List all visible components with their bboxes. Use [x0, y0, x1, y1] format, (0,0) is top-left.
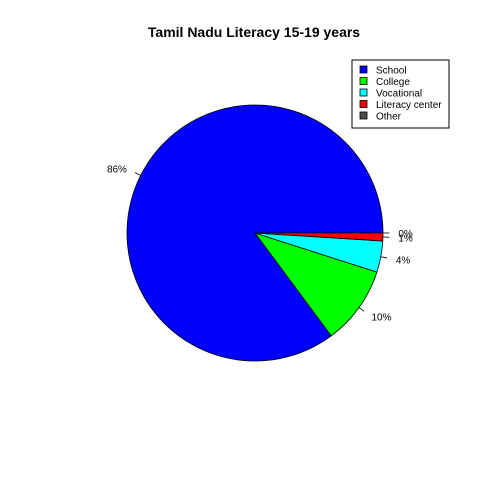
legend-swatch-literacy-center — [359, 100, 368, 108]
label-literacy-center: 1% — [398, 233, 413, 244]
legend-label-school: School — [376, 66, 407, 77]
label-vocational: 4% — [396, 256, 411, 267]
legend-label-college: College — [376, 77, 410, 88]
legend-swatch-college — [359, 77, 368, 85]
legend-box — [351, 59, 450, 129]
legend-swatch-other — [359, 111, 368, 120]
label-college: 10% — [372, 313, 392, 324]
tick-college — [358, 307, 365, 312]
legend-swatch-school — [359, 65, 368, 74]
tick-school — [134, 172, 141, 176]
chart-title: Tamil Nadu Literacy 15-19 years — [148, 24, 360, 40]
legend-swatch-vocational — [359, 88, 368, 97]
legend-label-vocational: Vocational — [376, 89, 422, 100]
legend-label-other: Other — [376, 112, 402, 123]
tick-vocational — [380, 256, 388, 259]
pie-labels: 86% 10% 4% 1%0% — [107, 165, 413, 324]
label-school: 86% — [107, 165, 127, 176]
legend-label-literacy-center: Literacy center — [376, 100, 442, 111]
pie-slices — [126, 104, 384, 362]
label-other: 0% — [398, 229, 413, 240]
